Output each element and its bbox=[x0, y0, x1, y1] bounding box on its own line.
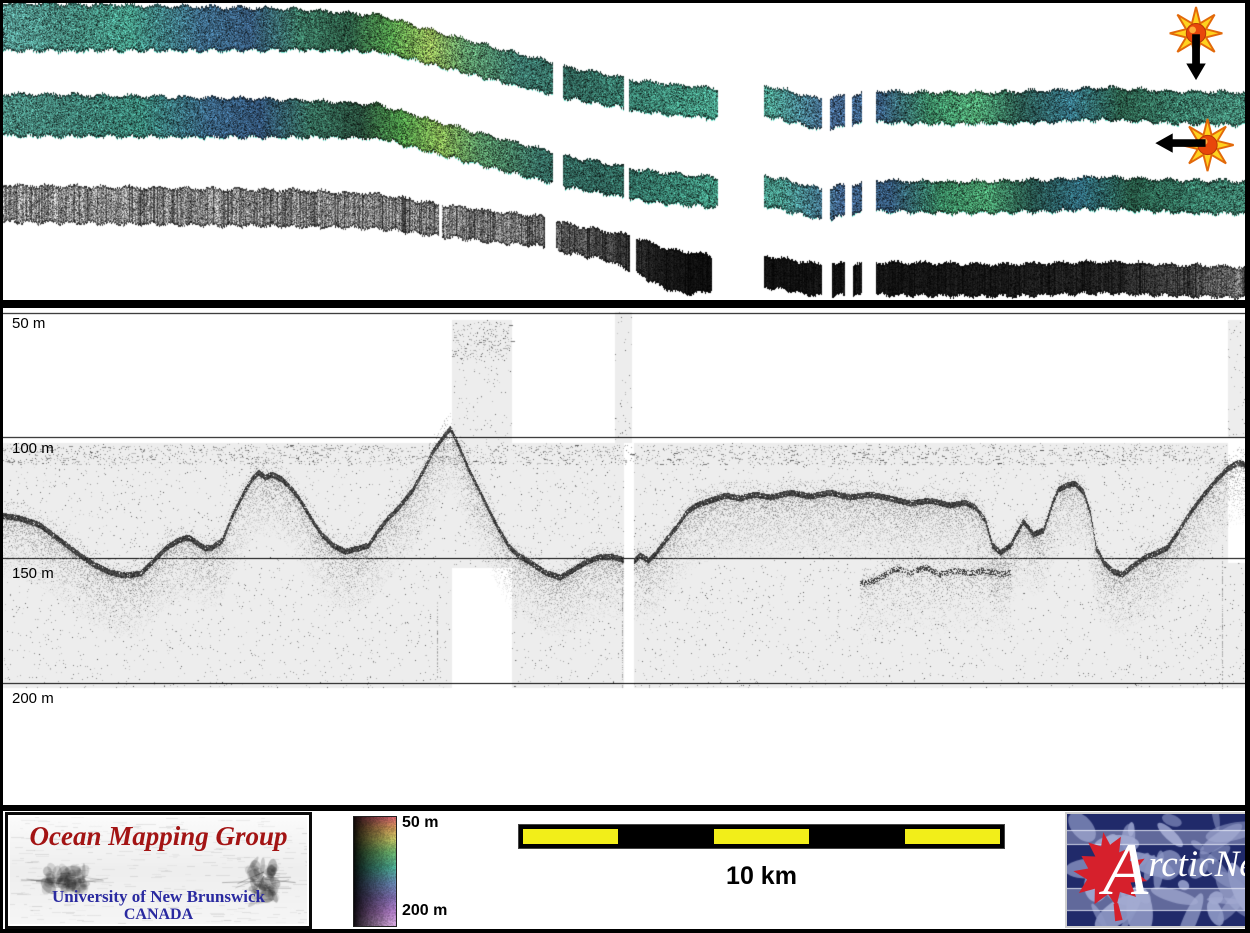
depth-label-200m: 200 m bbox=[12, 690, 54, 707]
scale-bar-label: 10 km bbox=[726, 862, 797, 890]
frame-top bbox=[0, 0, 1250, 3]
omg-logo-title: Ocean Mapping Group bbox=[29, 821, 288, 851]
colorbar-bottom-label: 200 m bbox=[402, 902, 448, 919]
arcticnet-wordmark: ArcticNet bbox=[1103, 824, 1245, 916]
frame-left bbox=[0, 0, 3, 933]
scale-bar-segment-5 bbox=[904, 829, 1001, 844]
scale-bar-segment-3 bbox=[713, 829, 810, 844]
ocean-mapping-group-logo: Ocean Mapping Group University of New Br… bbox=[5, 812, 312, 929]
scale-bar-segment-2 bbox=[618, 829, 714, 844]
subbottom-profile-echogram bbox=[0, 308, 1250, 805]
arcticnet-initial: A bbox=[1103, 829, 1149, 911]
sun-arrow-left-icon bbox=[1155, 118, 1234, 172]
arcticnet-rest: rcticNet bbox=[1148, 844, 1245, 885]
depth-label-150m: 150 m bbox=[12, 565, 54, 582]
maple-leaf-icon bbox=[1073, 832, 1148, 922]
section-divider-bottom bbox=[0, 805, 1250, 811]
depth-colorbar bbox=[353, 816, 397, 927]
scale-bar bbox=[518, 824, 1005, 849]
omg-logo-backdrop bbox=[10, 817, 307, 924]
depth-label-100m: 100 m bbox=[12, 440, 54, 457]
frame-right bbox=[1245, 0, 1250, 933]
scale-bar-segment-4 bbox=[809, 829, 905, 844]
scale-bar-segment-1 bbox=[523, 829, 619, 844]
frame-bottom bbox=[0, 929, 1250, 933]
sonar-swath-mosaic bbox=[0, 0, 1250, 300]
sun-arrow-down-icon bbox=[1169, 6, 1223, 81]
colorbar-top-label: 50 m bbox=[402, 814, 439, 831]
omg-logo-country: CANADA bbox=[123, 906, 194, 923]
depth-label-50m: 50 m bbox=[12, 315, 46, 332]
omg-logo-university: University of New Brunswick bbox=[52, 887, 265, 906]
arcticnet-logo: ArcticNet bbox=[1065, 812, 1247, 928]
section-divider-top bbox=[0, 300, 1250, 308]
